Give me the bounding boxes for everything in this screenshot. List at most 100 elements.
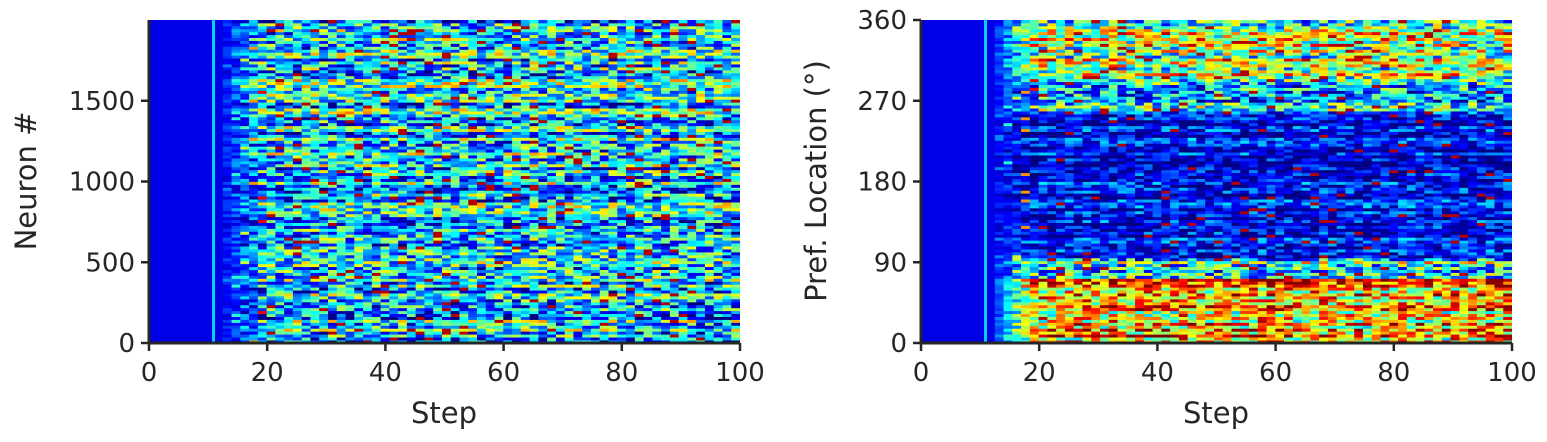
heatmap-cell — [336, 204, 347, 209]
heatmap-cell — [555, 313, 566, 317]
heatmap-cell — [441, 119, 452, 124]
heatmap-cell — [643, 272, 653, 276]
heatmap-cell — [547, 207, 557, 212]
heatmap-cell — [547, 287, 557, 291]
heatmap-cell — [599, 322, 610, 326]
heatmap-cell — [573, 266, 583, 270]
heatmap-cell — [336, 187, 347, 191]
heatmap-cell — [292, 301, 303, 306]
heatmap-cell — [266, 275, 276, 279]
heatmap-cell — [582, 249, 592, 253]
heatmap-cell — [336, 246, 347, 250]
heatmap-cell — [327, 269, 338, 273]
heatmap-cell — [704, 266, 715, 270]
heatmap-cell — [520, 249, 531, 253]
heatmap-cell — [643, 298, 653, 303]
heatmap-cell — [284, 304, 294, 309]
heatmap-cell — [626, 111, 636, 115]
heatmap-cell — [424, 249, 434, 253]
heatmap-cell — [371, 263, 382, 268]
heatmap-cell — [573, 152, 583, 156]
heatmap-cell — [503, 319, 513, 323]
heatmap-cell — [696, 301, 706, 306]
heatmap-cell — [696, 298, 706, 303]
heatmap-cell — [468, 181, 478, 185]
heatmap-cell — [599, 187, 610, 191]
heatmap-cell — [450, 316, 461, 320]
heatmap-cell — [319, 328, 329, 332]
heatmap-cell — [652, 266, 662, 270]
heatmap-cell — [231, 187, 241, 191]
heatmap-cell — [713, 105, 724, 109]
heatmap-cell — [564, 328, 575, 332]
heatmap-cell — [477, 225, 487, 229]
heatmap-cell — [494, 140, 504, 144]
heatmap-cell — [249, 137, 259, 141]
heatmap-cell — [398, 237, 408, 241]
heatmap-cell — [477, 146, 487, 150]
heatmap-cell — [433, 313, 443, 317]
heatmap-cell — [590, 125, 601, 130]
heatmap-row — [214, 187, 740, 191]
heatmap-cell — [371, 337, 382, 341]
heatmap-cell — [310, 113, 320, 118]
heatmap-cell — [257, 125, 268, 130]
heatmap-cell — [626, 231, 636, 235]
heatmap-cell — [222, 272, 233, 276]
heatmap-cell — [240, 172, 250, 177]
heatmap-cell — [713, 160, 724, 165]
heatmap-cell — [634, 105, 645, 109]
heatmap-cell — [494, 152, 504, 156]
heatmap-cell — [222, 172, 233, 177]
heatmap-cell — [468, 296, 478, 300]
heatmap-cell — [380, 287, 390, 291]
heatmap-cell — [643, 146, 653, 150]
heatmap-cell — [704, 196, 715, 200]
heatmap-cell — [687, 228, 697, 232]
heatmap-cell — [354, 307, 364, 312]
heatmap-cell — [608, 254, 618, 259]
heatmap-cell — [634, 228, 645, 232]
heatmap-cell — [529, 149, 539, 153]
heatmap-cell — [327, 284, 338, 288]
heatmap-cell — [617, 213, 627, 218]
heatmap-cell — [590, 319, 601, 323]
heatmap-cell — [257, 298, 268, 303]
heatmap-cell — [327, 246, 338, 250]
heatmap-image-neurons — [149, 20, 740, 343]
heatmap-cell — [441, 237, 452, 241]
heatmap-cell — [468, 298, 478, 303]
heatmap-cell — [389, 260, 399, 265]
heatmap-cell — [678, 284, 688, 288]
heatmap-cell — [380, 301, 390, 306]
heatmap-cell — [678, 128, 688, 132]
heatmap-cell — [406, 293, 417, 297]
heatmap-cell — [240, 266, 250, 270]
heatmap-cell — [512, 146, 522, 150]
heatmap-cell — [669, 116, 680, 121]
heatmap-cell — [345, 296, 355, 300]
heatmap-cell — [336, 249, 347, 253]
heatmap-cell — [222, 105, 233, 109]
heatmap-cell — [415, 105, 426, 109]
heatmap-cell — [398, 137, 408, 141]
heatmap-cell — [485, 231, 496, 235]
heatmap-cell — [231, 296, 241, 300]
heatmap-cell — [608, 210, 618, 215]
heatmap-cell — [319, 275, 329, 279]
heatmap-cell — [424, 334, 434, 338]
heatmap-cell — [327, 146, 338, 150]
heatmap-cell — [722, 269, 732, 273]
heatmap-cell — [687, 290, 697, 294]
heatmap-cell — [477, 301, 487, 306]
heatmap-cell — [214, 225, 224, 229]
heatmap-cell — [468, 251, 478, 256]
heatmap-cell — [696, 328, 706, 332]
heatmap-cell — [310, 149, 320, 153]
heatmap-cell — [310, 199, 320, 203]
heatmap-cell — [704, 105, 715, 109]
heatmap-cell — [424, 125, 434, 130]
heatmap-cell — [661, 319, 671, 323]
heatmap-cell — [573, 128, 583, 132]
heatmap-cell — [547, 204, 557, 209]
